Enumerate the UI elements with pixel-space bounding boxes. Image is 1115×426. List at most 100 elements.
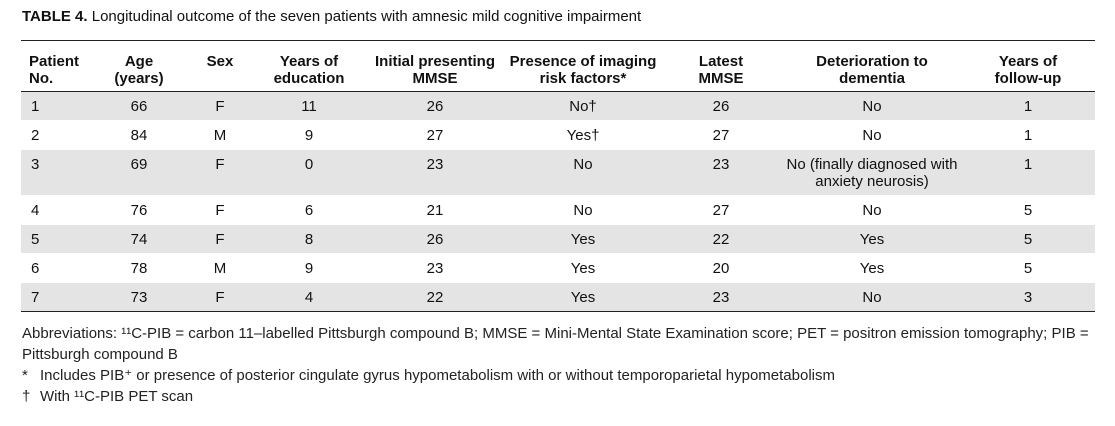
cell-deterioration: No (finally diagnosed with anxiety neuros… [783, 150, 961, 196]
cell-text: No [862, 289, 882, 306]
cell-text: anxiety neurosis) [815, 173, 929, 190]
cell-patient-no: 3 [31, 156, 40, 173]
header-text: Years of [279, 53, 339, 70]
header-text: Initial presenting [374, 53, 495, 70]
cell-imaging-risk: Yes [570, 231, 596, 248]
footnote-text: Includes PIB⁺ or presence of posterior c… [40, 367, 835, 384]
header-years-education: Years of education [255, 41, 363, 92]
cell-years-education: 0 [304, 156, 314, 173]
cell-patient-no: 2 [31, 127, 40, 144]
outcome-table: Patient No. Age (years) Sex Years of education… [21, 40, 1095, 312]
cell-text: No (finally diagnosed with [786, 156, 958, 173]
header-text: dementia [839, 70, 905, 87]
header-latest-mmse: Latest MMSE [659, 41, 783, 92]
cell-latest-mmse: 22 [712, 231, 730, 248]
cell-years-education: 4 [304, 289, 314, 306]
cell-years-followup: 1 [1023, 98, 1033, 115]
cell-initial-mmse: 22 [426, 289, 444, 306]
table-body: 1 66 F 11 26 No† 26 No 1 2 84 M 9 27 Yes† 27 No 1 3 6 9 F 0 23 N… [21, 91, 1095, 312]
cell-initial-mmse: 21 [426, 202, 444, 219]
header-text: No. [29, 70, 54, 87]
header-text: follow-up [994, 70, 1062, 87]
cell-deterioration: No [783, 92, 961, 121]
cell-latest-mmse: 27 [712, 202, 730, 219]
abbreviations-note: Abbreviations: ¹¹C-PIB = carbon 11–label… [22, 325, 1089, 363]
cell-deterioration: No [783, 121, 961, 150]
header-text: MMSE [412, 70, 458, 87]
table-footnotes: Abbreviations: ¹¹C-PIB = carbon 11–label… [22, 323, 1097, 407]
table-row: 7 73 F 4 22 Yes 23 No 3 [21, 282, 1095, 312]
table-row: 6 78 M 9 23 Yes 20 Yes 5 [21, 254, 1095, 283]
header-text: Age [124, 53, 154, 70]
cell-years-followup: 1 [1023, 127, 1033, 144]
table-title: Longitudinal outcome of the seven patien… [91, 8, 642, 25]
cell-sex: F [215, 156, 225, 173]
cell-sex: F [215, 231, 225, 248]
cell-years-followup: 5 [1023, 231, 1033, 248]
cell-initial-mmse: 27 [426, 127, 444, 144]
cell-age: 78 [130, 260, 148, 277]
cell-initial-mmse: 26 [426, 231, 444, 248]
cell-years-education: 9 [304, 260, 314, 277]
cell-years-followup: 5 [1023, 260, 1033, 277]
header-text: education [273, 70, 345, 87]
cell-sex: M [213, 127, 227, 144]
cell-text: No [862, 98, 882, 115]
cell-sex: F [215, 202, 225, 219]
cell-patient-no: 5 [31, 231, 40, 248]
cell-sex: F [215, 289, 225, 306]
cell-text: No [862, 127, 882, 144]
table-caption: TABLE 4. Longitudinal outcome of the sev… [22, 8, 641, 25]
cell-deterioration: Yes [783, 254, 961, 283]
table-header-row: Patient No. Age (years) Sex Years of education… [21, 40, 1095, 92]
cell-years-education: 9 [304, 127, 314, 144]
footnote-dagger: † With ¹¹C-PIB PET scan [22, 386, 1097, 407]
cell-years-followup: 1 [1023, 156, 1033, 173]
header-text: MMSE [698, 70, 744, 87]
cell-latest-mmse: 26 [712, 98, 730, 115]
cell-imaging-risk: Yes [570, 260, 596, 277]
outcome-table-container: Patient No. Age (years) Sex Years of education… [21, 40, 1095, 312]
cell-latest-mmse: 23 [712, 156, 730, 173]
table-row: 2 84 M 9 27 Yes† 27 No 1 [21, 121, 1095, 150]
footnote-text: With ¹¹C-PIB PET scan [40, 388, 194, 405]
cell-text: Yes [859, 231, 885, 248]
cell-imaging-risk: No [573, 156, 593, 173]
header-years-followup: Years of follow-up [961, 41, 1095, 92]
header-deterioration: Deterioration to dementia [783, 41, 961, 92]
cell-age: 66 [130, 98, 148, 115]
cell-years-education: 6 [304, 202, 314, 219]
header-sex: Sex [185, 41, 255, 92]
cell-text: No [862, 202, 882, 219]
cell-years-education: 11 [301, 98, 317, 115]
header-patient-no: Patient No. [21, 41, 93, 92]
table-row: 1 66 F 11 26 No† 26 No 1 [21, 91, 1095, 121]
cell-age: 76 [130, 202, 148, 219]
header-text: Deterioration to [816, 53, 928, 70]
header-text: (years) [114, 70, 164, 87]
cell-imaging-risk: No [573, 202, 593, 219]
header-text: risk factors* [539, 70, 627, 87]
header-text: Sex [206, 53, 234, 70]
table-label: TABLE 4. [22, 8, 88, 25]
table-row: 5 74 F 8 26 Yes 22 Yes 5 [21, 224, 1095, 254]
cell-years-followup: 3 [1023, 289, 1033, 306]
cell-latest-mmse: 23 [712, 289, 730, 306]
cell-imaging-risk: No† [569, 98, 597, 115]
cell-patient-no: 1 [31, 98, 40, 115]
header-text: Years of [998, 53, 1058, 70]
cell-sex: F [215, 98, 225, 115]
cell-imaging-risk: Yes† [566, 127, 600, 144]
header-age: Age (years) [93, 41, 185, 92]
header-imaging-risk: Presence of imaging risk factors* [507, 41, 659, 92]
cell-age: 74 [130, 231, 148, 248]
cell-latest-mmse: 20 [712, 260, 730, 277]
cell-age: 84 [130, 127, 148, 144]
cell-initial-mmse: 26 [426, 98, 444, 115]
header-text: Patient [29, 53, 80, 70]
cell-patient-no: 4 [31, 202, 40, 219]
header-initial-mmse: Initial presenting MMSE [363, 41, 507, 92]
cell-years-followup: 5 [1023, 202, 1033, 219]
cell-text: Yes [859, 260, 885, 277]
cell-latest-mmse: 27 [712, 127, 730, 144]
